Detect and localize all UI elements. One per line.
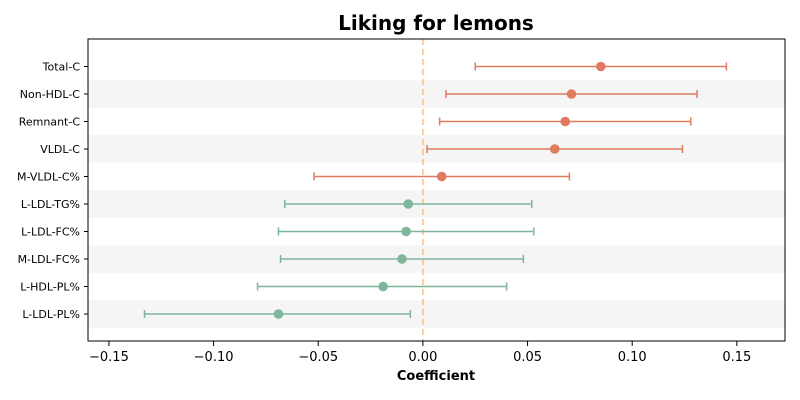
y-tick-label: VLDL-C — [40, 143, 80, 156]
x-axis: −0.15 −0.10 −0.05 0.00 0.05 0.10 0.15 — [89, 341, 751, 365]
point-estimate — [560, 116, 571, 127]
point-estimate — [566, 89, 577, 99]
plot-frame — [87, 38, 786, 342]
x-tick-label: 0.10 — [618, 350, 647, 365]
point-estimate — [596, 61, 606, 72]
point-estimate — [549, 144, 560, 154]
y-tick-label: M-LDL-FC% — [18, 253, 80, 266]
point-estimate — [273, 309, 284, 319]
y-tick-label: Total-C — [42, 61, 81, 74]
x-tick-label: 0.15 — [722, 350, 751, 365]
point-estimate — [378, 281, 388, 292]
y-tick-label: L-HDL-PL% — [20, 281, 80, 294]
point-estimate — [436, 171, 447, 182]
point-estimate — [397, 254, 407, 264]
point-estimates — [273, 61, 606, 319]
x-axis-label: Coefficient — [397, 369, 475, 384]
point-estimate — [401, 226, 411, 237]
x-tick-label: −0.15 — [89, 350, 129, 365]
y-tick-label: L-LDL-PL% — [22, 308, 80, 321]
x-tick-label: 0.05 — [513, 350, 542, 365]
y-tick-label: M-VLDL-C% — [17, 171, 80, 184]
chart-title: Liking for lemons — [338, 11, 534, 35]
point-estimate — [403, 199, 414, 209]
y-tick-label: Remnant-C — [19, 116, 81, 129]
y-tick-label: L-LDL-FC% — [21, 226, 80, 239]
y-tick-label: L-LDL-TG% — [21, 198, 80, 211]
y-axis: Total-C Non-HDL-C Remnant-C VLDL-C M-VLDL-C%… — [17, 61, 88, 321]
x-tick-label: −0.05 — [298, 350, 338, 365]
y-tick-label: Non-HDL-C — [20, 88, 81, 101]
x-tick-label: 0.00 — [408, 350, 437, 365]
x-tick-label: −0.10 — [194, 350, 234, 365]
